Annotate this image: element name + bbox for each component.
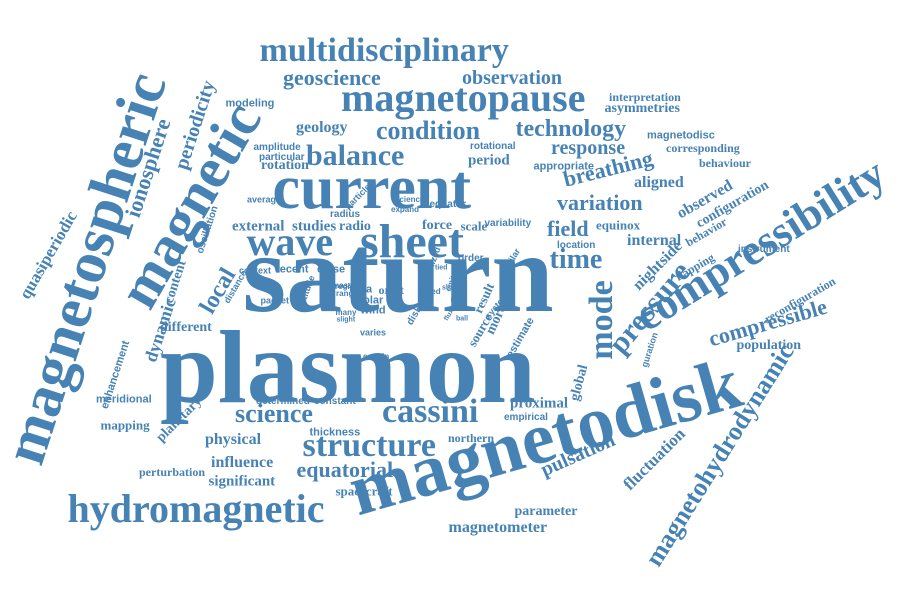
word-range: range (336, 289, 358, 298)
word-amplitude: amplitude (253, 142, 301, 153)
word-wind: wind (360, 304, 386, 317)
word-sciences: sciences (395, 195, 429, 204)
word-saturn: saturn (242, 212, 554, 336)
word-condition: condition (376, 116, 481, 145)
word-modeling: modeling (225, 97, 275, 110)
word-rotation: rotation (261, 158, 309, 173)
word-recent: recent (275, 263, 309, 276)
word-hydromagnetic: hydromagnetic (67, 486, 325, 531)
word-instrument: instrument (738, 244, 790, 255)
word-structure: structure (302, 427, 436, 464)
word-time: time (549, 244, 603, 275)
word-magnetopause: magnetopause (341, 75, 586, 120)
word-significant: significant (208, 473, 276, 490)
word-mapping: mapping (100, 417, 150, 433)
word-physical: physical (205, 431, 262, 448)
word-variability: variability (484, 218, 532, 229)
word-shape: shape (442, 284, 463, 292)
word-aligned: aligned (634, 174, 684, 191)
word-radius: radius (330, 209, 361, 220)
word-magnetodisc: magnetodisc (647, 129, 715, 142)
word-perturbation: perturbation (139, 465, 205, 479)
word-rotational: rotational (470, 141, 516, 152)
word-different: different (160, 320, 212, 335)
word-close: close (317, 263, 346, 276)
word-technology: technology (515, 116, 627, 142)
word-field: field (547, 216, 589, 241)
word-rate: rate (450, 295, 466, 304)
word-geoscience: geoscience (283, 65, 381, 90)
word-geology: geology (296, 119, 348, 136)
word-packet: packet (260, 295, 290, 306)
word-wave: wave (246, 219, 334, 264)
word-parameter: parameter (514, 504, 578, 519)
word-empirical: empirical (504, 412, 548, 423)
word-scale: scale (460, 218, 488, 234)
word-orbit: orbit (378, 283, 404, 297)
word-behaviour: behaviour (699, 156, 752, 170)
word-tied: tied (435, 264, 448, 272)
word-external: external (232, 218, 285, 235)
word-period: period (468, 152, 510, 169)
word-point: point (450, 304, 468, 312)
word-data: data (349, 283, 373, 296)
word-certain: certain (363, 352, 390, 361)
word-corresponding: corresponding (666, 141, 740, 155)
word-studies: studies (292, 218, 337, 235)
word-spacecraft: spacecraft (335, 483, 393, 499)
word-asymmetries: asymmetries (604, 101, 680, 116)
word-interpretation: interpretation (609, 90, 681, 104)
word-balance: balance (306, 139, 405, 172)
word-magnetometer: magnetometer (448, 519, 548, 536)
word-context: context (239, 265, 272, 276)
word-influence: influence (211, 454, 274, 471)
word-equator: equator (429, 199, 467, 210)
word-many: many (335, 308, 357, 317)
word-appropriate: appropriate (533, 160, 595, 173)
word-solar: solar (357, 294, 384, 307)
word-ball: ball (456, 315, 469, 323)
word-location: location (557, 240, 596, 251)
word-average: average (247, 194, 282, 205)
word-radio: radio (339, 219, 371, 234)
word-meridional: meridional (96, 393, 152, 406)
word-population: population (736, 338, 802, 353)
word-variation: variation (557, 190, 643, 215)
word-thickness: thickness (309, 426, 361, 439)
word-proximal: proximal (510, 395, 569, 412)
word-order: order (458, 253, 484, 264)
word-cassini: cassini (382, 393, 479, 430)
word-internal: internal (627, 232, 682, 249)
word-determined: determined (256, 396, 310, 407)
word-northern: northern (448, 431, 494, 445)
word-slight: slight (336, 316, 356, 324)
word-constant: constant (314, 396, 356, 407)
word-equatorial: equatorial (296, 457, 394, 482)
word-region: region (335, 282, 360, 291)
word-science: science (235, 399, 313, 428)
word-equinox: equinox (596, 217, 641, 233)
word-multidisciplinary: multidisciplinary (259, 32, 509, 69)
word-expand: expand (391, 205, 420, 214)
word-speed: speed (417, 287, 441, 296)
word-mass: mass (332, 281, 353, 290)
word-response: response (551, 137, 626, 159)
word-current: current (272, 154, 472, 222)
word-observation: observation (462, 67, 562, 89)
word-particular: particular (259, 152, 305, 163)
word-varies: varies (360, 327, 387, 338)
word-force: force (422, 218, 453, 233)
word-sheet: sheet (360, 215, 464, 268)
word-plasmon: plasmon (160, 310, 536, 425)
